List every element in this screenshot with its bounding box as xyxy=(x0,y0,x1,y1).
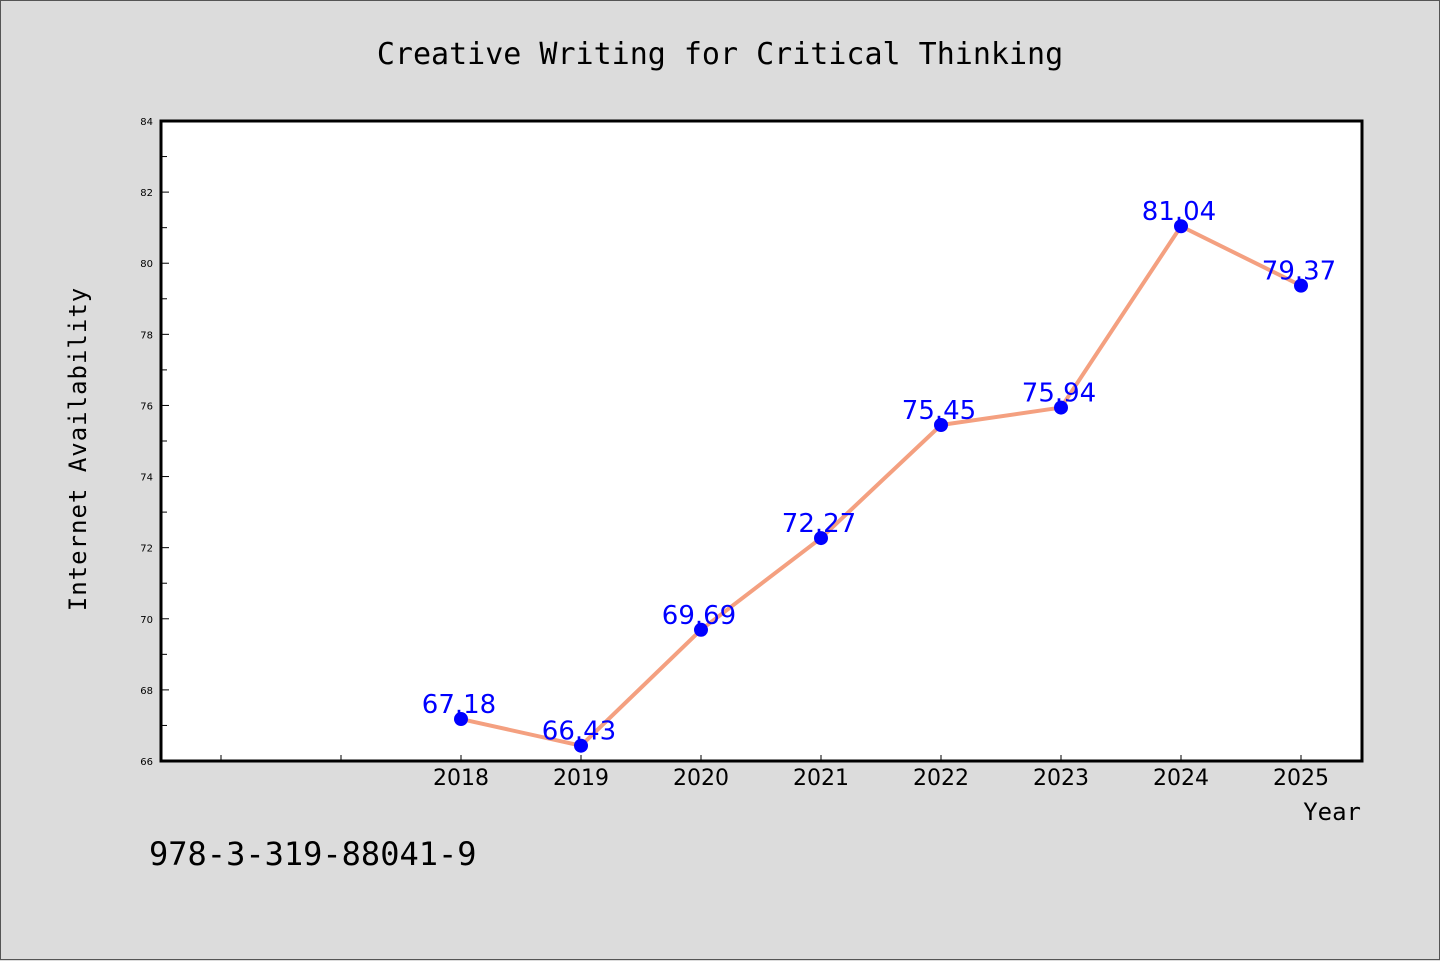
data-point xyxy=(574,738,588,753)
x-tick-label: 2022 xyxy=(913,766,969,791)
isbn-text: 978-3-319-88041-9 xyxy=(149,835,477,873)
chart-title: Creative Writing for Critical Thinking xyxy=(377,37,1063,72)
y-tick-label: 82 xyxy=(140,188,153,199)
y-axis: 66 68 70 72 74 76 78 80 82 84 xyxy=(140,117,169,768)
series-line xyxy=(454,219,1308,753)
x-axis-label: Year xyxy=(1303,798,1361,826)
x-axis: 2018 2019 2020 2021 2022 2023 2024 2025 xyxy=(220,755,1329,791)
y-tick-label: 78 xyxy=(140,330,153,341)
y-tick-label: 70 xyxy=(140,615,153,626)
x-tick-label: 2021 xyxy=(793,766,849,791)
data-label: 75.45 xyxy=(902,396,976,426)
y-tick-label: 74 xyxy=(140,473,153,484)
y-tick-label: 84 xyxy=(140,117,153,128)
data-label: 75.94 xyxy=(1022,379,1096,409)
data-point xyxy=(1294,278,1308,293)
data-point xyxy=(1174,219,1188,234)
y-tick-label: 66 xyxy=(140,757,153,768)
x-tick-label: 2025 xyxy=(1273,766,1329,791)
data-point xyxy=(694,622,708,637)
y-tick-label: 72 xyxy=(140,544,153,555)
data-point xyxy=(454,712,468,727)
data-point xyxy=(814,531,828,546)
data-point xyxy=(1054,400,1068,415)
x-tick-label: 2023 xyxy=(1033,766,1089,791)
data-label: 67.18 xyxy=(422,690,496,720)
data-label: 81.04 xyxy=(1142,197,1216,227)
y-tick-label: 76 xyxy=(140,401,153,412)
data-labels: 67.18 66.43 69.69 72.27 75.45 75.94 81.04 79.37 xyxy=(422,197,1336,746)
y-tick-label: 80 xyxy=(140,259,153,270)
plot-area xyxy=(159,119,1364,763)
data-label: 66.43 xyxy=(542,717,616,747)
x-tick-label: 2019 xyxy=(553,766,609,791)
series-path xyxy=(460,224,1302,748)
data-label: 72.27 xyxy=(782,509,856,539)
y-axis-label: Internet Availability xyxy=(64,287,92,611)
x-tick-label: 2024 xyxy=(1153,766,1209,791)
x-tick-label: 2020 xyxy=(673,766,729,791)
x-tick-label: 2018 xyxy=(433,766,489,791)
data-point xyxy=(934,418,948,432)
data-label: 79.37 xyxy=(1262,257,1336,287)
y-tick-label: 68 xyxy=(140,686,153,697)
data-label: 69.69 xyxy=(662,601,736,631)
